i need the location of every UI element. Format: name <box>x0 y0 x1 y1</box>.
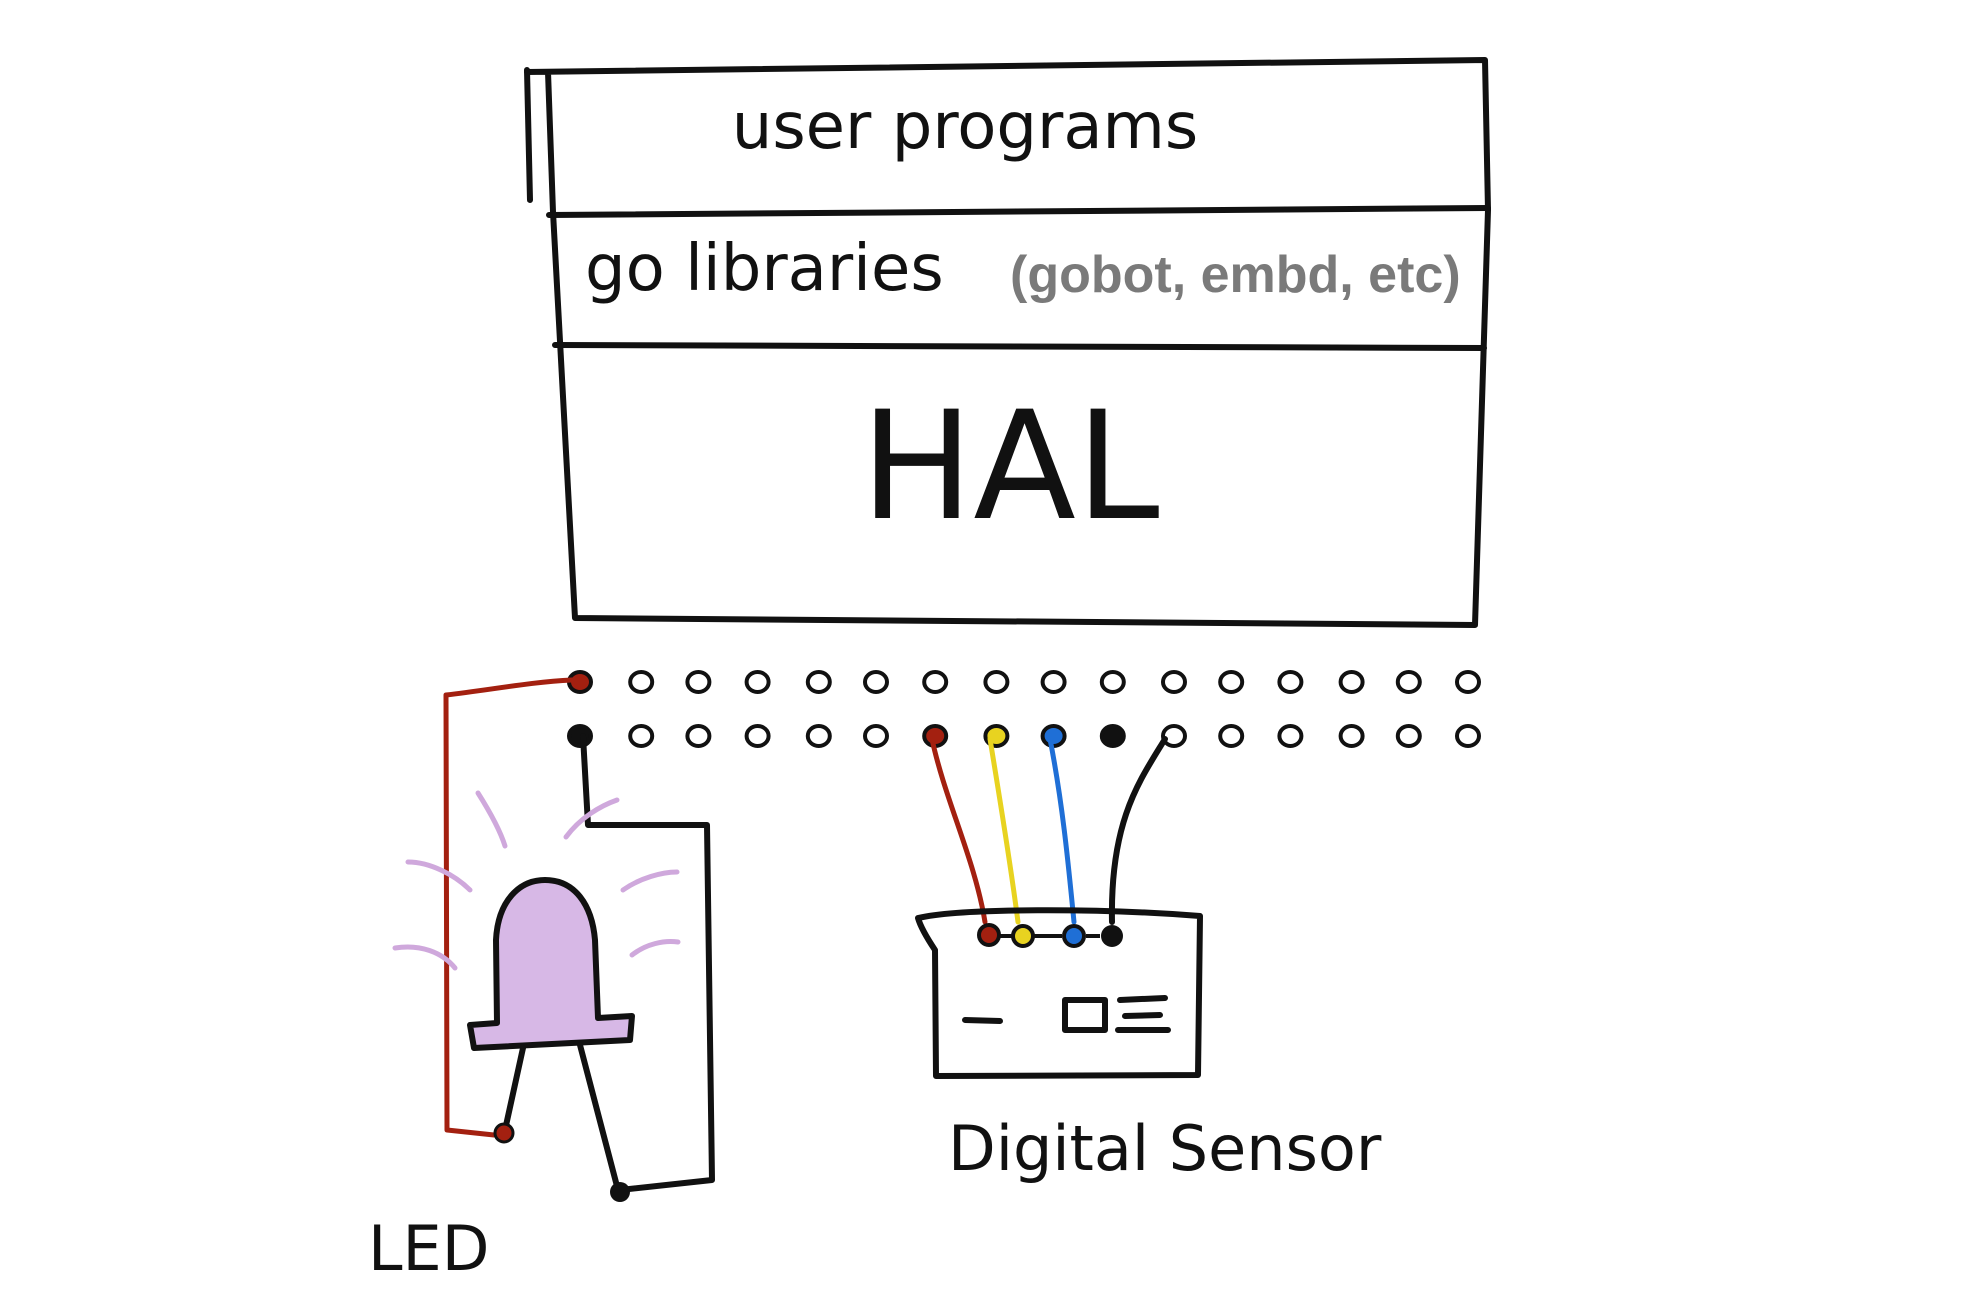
header-pin-bottom-3 <box>744 724 771 748</box>
go-libraries-note: (gobot, embd, etc) <box>1010 246 1461 304</box>
header-pin-top-7 <box>983 670 1010 694</box>
led-anode-leg <box>502 1045 526 1133</box>
header-pin-bottom-10 <box>1161 724 1187 748</box>
header-pin-top-5 <box>863 670 889 694</box>
header-pin-bottom-9 <box>1099 724 1126 748</box>
user-programs-label: user programs <box>732 90 1198 164</box>
header-pin-top-2 <box>685 670 712 694</box>
led-cathode-node <box>610 1182 630 1202</box>
header-pin-bottom-14 <box>1395 724 1422 748</box>
led-glow-arc-2 <box>405 859 473 893</box>
header-pin-top-10 <box>1161 670 1187 694</box>
header-pin-bottom-8 <box>1040 724 1067 748</box>
led-anode-node <box>493 1122 515 1144</box>
header-pin-top-8 <box>1040 670 1067 694</box>
software-stack: user programs go libraries (gobot, embd,… <box>524 57 1491 628</box>
header-pin-top-9 <box>1099 670 1126 694</box>
sensor-mark-lines <box>1115 995 1171 1033</box>
header-pin-bottom-15 <box>1455 724 1481 748</box>
header-pin-bottom-12 <box>1277 724 1304 748</box>
sensor-pin-blue <box>1062 924 1086 948</box>
sensor-blue-wire <box>1047 736 1077 925</box>
header-pin-top-1 <box>628 670 655 694</box>
header-pins-bottom-row <box>567 724 1481 748</box>
sensor-pin-red <box>977 923 1001 947</box>
header-pin-top-14 <box>1395 670 1422 694</box>
stack-divider-top <box>546 205 1491 218</box>
led-glow-arc-5 <box>620 869 680 893</box>
header-pin-bottom-1 <box>628 724 655 748</box>
led-glow-arc-1 <box>475 790 508 849</box>
sensor-pin-black <box>1101 925 1123 947</box>
sensor-board <box>915 907 1203 1079</box>
sensor-red-wire <box>929 736 988 925</box>
led-glow-arc-3 <box>392 944 458 971</box>
header-pin-bottom-13 <box>1338 724 1365 748</box>
header-pin-top-12 <box>1277 670 1304 694</box>
sensor-yellow-wire <box>987 736 1021 925</box>
stack-top-line-extension <box>524 67 533 203</box>
header-pin-top-13 <box>1338 670 1365 694</box>
header-pin-top-6 <box>922 670 949 694</box>
sensor-black-wire <box>1108 736 1168 925</box>
digital-sensor: Digital Sensor <box>915 736 1382 1185</box>
header-pin-bottom-5 <box>863 724 889 748</box>
led-glow-arc-4 <box>563 797 620 840</box>
hal-label: HAL <box>861 380 1160 554</box>
led-body <box>467 877 635 1051</box>
header-pins-top-row <box>567 670 1481 694</box>
sensor-pin-yellow <box>1011 924 1035 948</box>
header-pin-top-3 <box>744 670 771 694</box>
header-pin-bottom-11 <box>1218 724 1245 748</box>
led-circuit: LED <box>368 677 715 1285</box>
led-black-wire <box>580 733 715 1193</box>
digital-sensor-label: Digital Sensor <box>948 1112 1382 1185</box>
led-glow-arc-6 <box>629 939 681 958</box>
header-pin-top-11 <box>1218 670 1245 694</box>
sensor-chip-icon <box>1062 997 1108 1033</box>
stack-divider-bottom <box>552 342 1487 351</box>
led-red-wire <box>443 677 575 1138</box>
header-pin-bottom-4 <box>805 724 832 748</box>
header-pin-top-4 <box>805 670 832 694</box>
sensor-mark-dash <box>962 1017 1003 1024</box>
go-libraries-label: go libraries <box>585 232 944 306</box>
header-pin-top-15 <box>1455 670 1481 694</box>
led-cathode-leg <box>577 1042 621 1193</box>
led-label: LED <box>368 1212 489 1285</box>
header-pin-bottom-2 <box>685 724 712 748</box>
